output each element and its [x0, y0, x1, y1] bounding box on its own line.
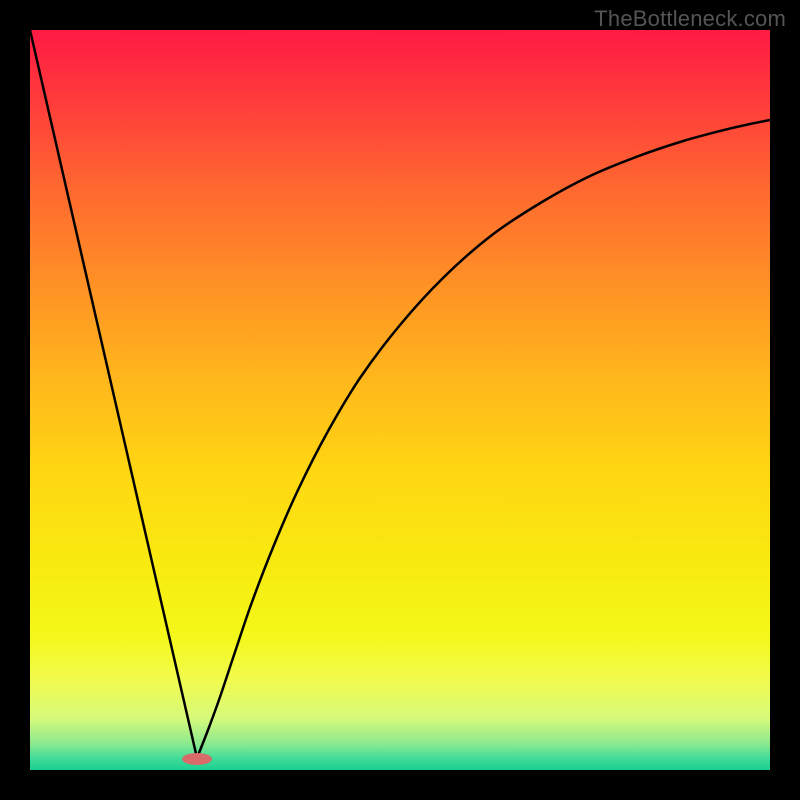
plot-area: [30, 30, 770, 770]
chart-container: TheBottleneck.com: [0, 0, 800, 800]
bottleneck-curve: [30, 30, 770, 758]
curve-layer: [30, 30, 770, 770]
minimum-marker: [182, 753, 212, 765]
watermark-text: TheBottleneck.com: [594, 6, 786, 32]
